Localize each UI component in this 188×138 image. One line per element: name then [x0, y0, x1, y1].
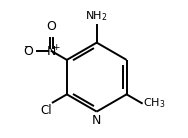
Text: O: O	[23, 45, 33, 58]
Text: N: N	[92, 114, 101, 127]
Text: Cl: Cl	[40, 104, 52, 117]
Text: NH$_2$: NH$_2$	[85, 9, 108, 23]
Text: CH$_3$: CH$_3$	[143, 96, 166, 110]
Text: O: O	[47, 20, 57, 33]
Text: N: N	[47, 45, 56, 58]
Text: +: +	[52, 43, 60, 51]
Text: −: −	[24, 42, 32, 52]
